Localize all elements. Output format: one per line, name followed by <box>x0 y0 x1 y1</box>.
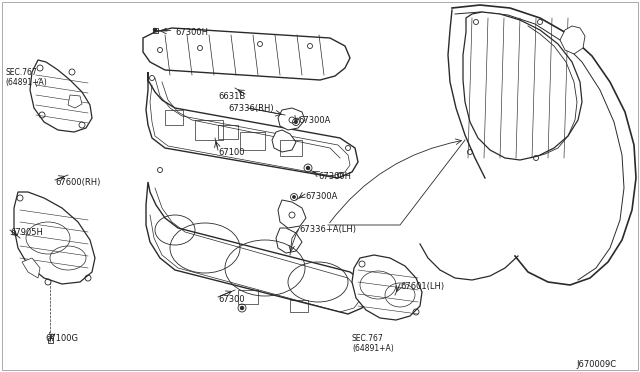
Polygon shape <box>22 258 40 278</box>
Bar <box>165 110 183 125</box>
Text: 67300H: 67300H <box>318 172 351 181</box>
Bar <box>240 132 265 150</box>
Polygon shape <box>14 192 95 284</box>
Text: 67300A: 67300A <box>305 192 337 201</box>
Polygon shape <box>276 228 302 253</box>
Text: SEC.767: SEC.767 <box>5 68 36 77</box>
Bar <box>152 28 157 32</box>
Text: 67336(RH): 67336(RH) <box>228 104 274 113</box>
Text: SEC.767: SEC.767 <box>352 334 384 343</box>
Polygon shape <box>272 130 296 152</box>
Text: 67300: 67300 <box>218 295 244 304</box>
Text: 67600(RH): 67600(RH) <box>55 178 100 187</box>
Circle shape <box>295 121 297 123</box>
Text: J670009C: J670009C <box>576 360 616 369</box>
Polygon shape <box>463 12 582 160</box>
Polygon shape <box>146 182 368 314</box>
Bar <box>218 125 238 139</box>
Circle shape <box>307 167 310 170</box>
Text: 67601(LH): 67601(LH) <box>400 282 444 291</box>
Polygon shape <box>68 95 82 108</box>
Bar <box>47 337 52 343</box>
Text: 67336+A(LH): 67336+A(LH) <box>299 225 356 234</box>
Bar <box>238 290 258 304</box>
Text: 67100G: 67100G <box>45 334 78 343</box>
Text: 6631B: 6631B <box>218 92 245 101</box>
Polygon shape <box>143 28 350 80</box>
Circle shape <box>293 196 295 198</box>
Polygon shape <box>278 108 305 130</box>
Text: 67100: 67100 <box>218 148 244 157</box>
Polygon shape <box>278 200 306 228</box>
Polygon shape <box>560 26 585 54</box>
Bar <box>280 140 302 156</box>
Text: 67300H: 67300H <box>175 28 208 37</box>
Polygon shape <box>146 72 358 178</box>
Polygon shape <box>30 60 92 132</box>
Bar <box>195 120 223 140</box>
Circle shape <box>154 29 157 32</box>
Text: (64891+A): (64891+A) <box>5 78 47 87</box>
Text: 67300A: 67300A <box>298 116 330 125</box>
Text: (64891+A): (64891+A) <box>352 344 394 353</box>
Bar <box>290 300 308 312</box>
Text: 67905H: 67905H <box>10 228 43 237</box>
Polygon shape <box>352 255 422 320</box>
Circle shape <box>241 307 243 310</box>
